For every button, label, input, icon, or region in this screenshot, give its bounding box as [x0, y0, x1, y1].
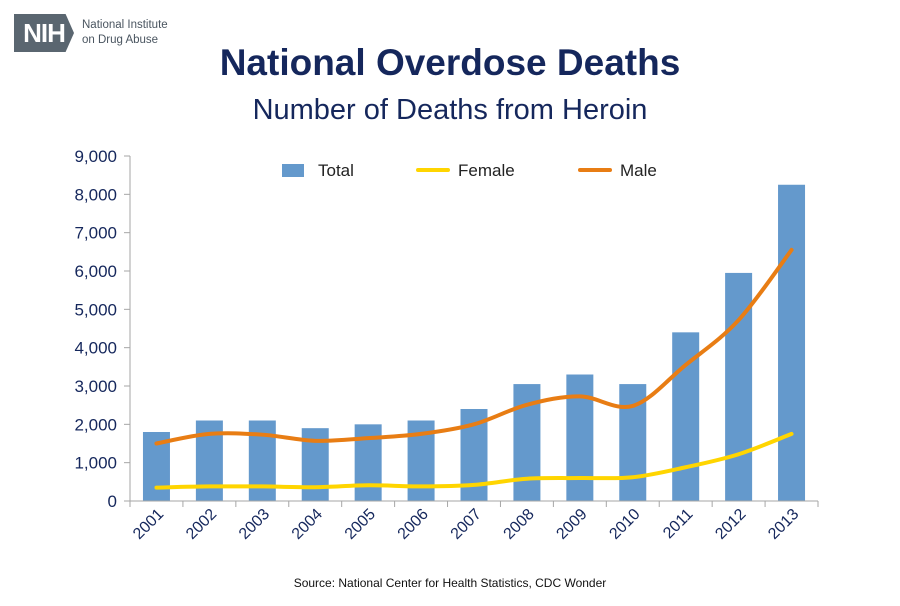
legend-swatch-total	[282, 164, 304, 177]
x-tick-label: 2011	[660, 506, 696, 542]
chart-subtitle: Number of Deaths from Heroin	[252, 94, 648, 126]
y-tick-label: 5,000	[74, 300, 117, 319]
x-tick-label: 2012	[712, 506, 749, 543]
x-tick-label: 2002	[183, 506, 220, 543]
y-tick-label: 7,000	[74, 224, 117, 243]
x-tick-label: 2001	[130, 506, 167, 543]
nih-logo-mark: NIH	[14, 14, 74, 52]
x-tick-label: 2008	[501, 506, 538, 543]
x-tick-label: 2009	[553, 506, 590, 543]
y-tick-label: 2,000	[74, 415, 117, 434]
chart-title: National Overdose Deaths	[219, 42, 681, 83]
legend-label-male: Male	[620, 161, 657, 180]
nih-logo-line1: National Institute	[82, 19, 168, 31]
x-tick-label: 2005	[342, 506, 379, 543]
nih-logo-text: National Institute on Drug Abuse	[82, 18, 168, 48]
y-tick-label: 1,000	[74, 454, 117, 473]
y-tick-label: 9,000	[74, 147, 117, 166]
x-tick-label: 2007	[448, 506, 485, 543]
legend-label-female: Female	[458, 161, 515, 180]
x-tick-label: 2004	[289, 506, 326, 543]
nih-logo: NIH National Institute on Drug Abuse	[14, 14, 168, 52]
x-tick-label: 2006	[395, 506, 432, 543]
y-tick-label: 6,000	[74, 262, 117, 281]
bar-total-2011	[672, 332, 700, 501]
source-note: Source: National Center for Health Stati…	[293, 576, 607, 590]
y-tick-label: 4,000	[74, 339, 117, 358]
line-female	[154, 431, 794, 490]
x-tick-label: 2013	[765, 506, 802, 543]
bar-total-2013	[778, 184, 806, 501]
x-tick-label: 2010	[606, 506, 643, 543]
nih-logo-line2: on Drug Abuse	[82, 34, 159, 46]
bar-total-2009	[566, 374, 594, 501]
line-male	[154, 247, 794, 446]
y-tick-label: 8,000	[74, 185, 117, 204]
x-tick-label: 2003	[236, 506, 273, 543]
y-tick-label: 3,000	[74, 377, 117, 396]
y-tick-label: 0	[108, 492, 117, 511]
legend-label-total: Total	[318, 161, 354, 180]
